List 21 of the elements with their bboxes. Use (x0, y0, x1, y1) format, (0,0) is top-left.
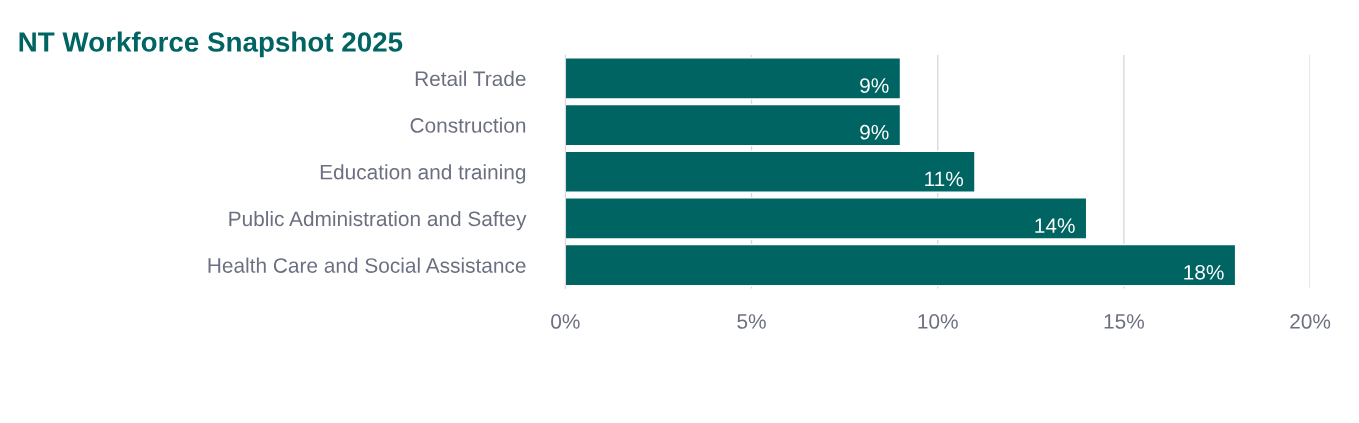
y-tick-label: Construction (410, 117, 526, 133)
data-label: 18% (1184, 264, 1224, 280)
bar (565, 197, 1088, 240)
y-tick-label: Retail Trade (415, 70, 526, 87)
x-tick-label: 0% (551, 314, 580, 329)
y-tick-label: Education and training (320, 164, 526, 184)
y-tick-label: Public Administration and Saftey (229, 210, 527, 231)
text: NT Workforce Snapshot 2025 (19, 31, 403, 58)
x-tick-label: 20% (1290, 314, 1331, 329)
bar (565, 103, 902, 147)
data-label: 9% (860, 78, 889, 93)
x-tick-label: 15% (1104, 314, 1144, 329)
data-label: 11% (925, 171, 964, 187)
data-label: 9% (860, 124, 889, 140)
x-tick-label: 5% (737, 314, 766, 329)
bar (565, 150, 976, 193)
y-tick-label: Health Care and Social Assistance (208, 257, 526, 273)
data-label: 14% (1035, 218, 1075, 233)
bar (565, 243, 1237, 287)
bar (565, 57, 902, 100)
x-tick-label: 10% (918, 314, 958, 329)
